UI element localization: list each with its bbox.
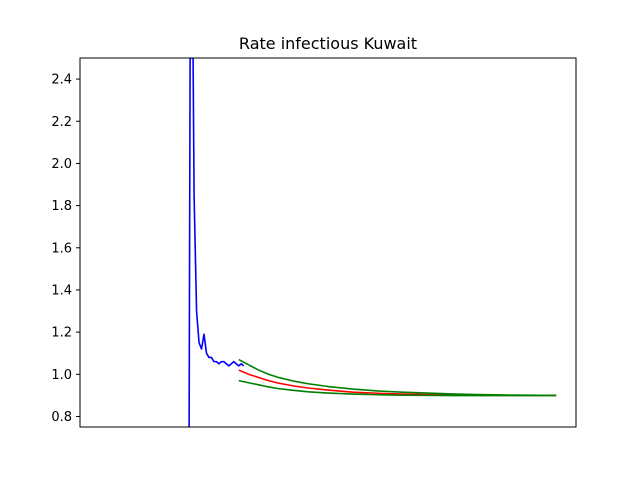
y-tick-label: 1.4 — [51, 283, 72, 298]
chart-title: Rate infectious Kuwait — [239, 34, 417, 53]
plot-lines — [188, 58, 557, 427]
y-axis-ticks: 0.8 1.0 1.2 1.4 1.6 1.8 2.0 2.2 2.4 — [51, 73, 80, 425]
plot-frame — [79, 57, 577, 428]
y-tick-label: 1.0 — [51, 368, 72, 383]
series-line-observed — [188, 58, 245, 427]
y-tick-label: 0.8 — [51, 410, 72, 425]
y-tick-label: 1.2 — [51, 326, 72, 341]
series-line-lower — [238, 379, 557, 397]
y-tick-label: 2.4 — [51, 73, 72, 88]
y-tick-label: 2.0 — [51, 157, 72, 172]
y-tick-label: 1.6 — [51, 241, 72, 256]
series-line-upper — [238, 358, 557, 397]
y-tick-label: 2.2 — [51, 115, 72, 130]
y-tick-label: 1.8 — [51, 199, 72, 214]
